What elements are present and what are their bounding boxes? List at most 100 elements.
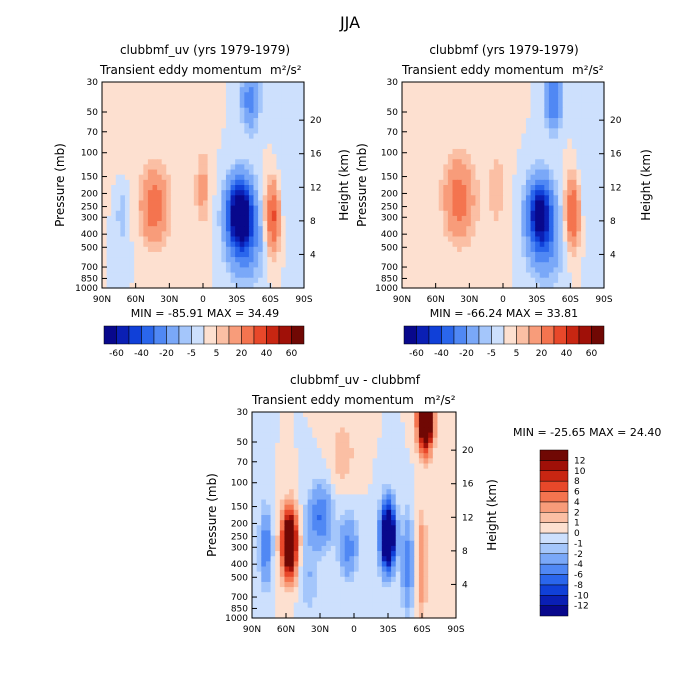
heatmap-cell xyxy=(111,262,117,268)
heatmap-cell xyxy=(335,473,341,480)
heatmap-cell xyxy=(216,112,222,119)
heatmap-cell xyxy=(203,241,209,248)
x-tick-label: 30N xyxy=(460,295,478,305)
heatmap-cell xyxy=(358,494,364,501)
heatmap-cell xyxy=(358,437,364,444)
heatmap-cell xyxy=(198,92,204,99)
heatmap-cell xyxy=(420,82,426,88)
heatmap-cell xyxy=(489,185,495,191)
colorbar-swatch xyxy=(228,325,242,345)
heatmap-cell xyxy=(590,185,596,191)
heatmap-cell xyxy=(411,277,417,284)
heatmap-cell xyxy=(285,118,291,124)
heatmap-cell xyxy=(544,87,550,93)
heatmap-cell xyxy=(270,442,276,449)
heatmap-cell xyxy=(284,540,290,547)
heatmap-cell xyxy=(344,412,350,418)
heatmap-cell xyxy=(535,97,541,104)
heatmap-cell xyxy=(256,561,262,568)
heatmap-cell xyxy=(567,123,573,129)
heatmap-cell xyxy=(225,82,232,88)
heatmap-cell xyxy=(442,453,448,459)
heatmap-cell xyxy=(452,143,458,150)
heatmap-cell xyxy=(299,154,305,160)
heatmap-cell xyxy=(256,417,262,423)
heatmap-cell xyxy=(493,215,500,222)
heatmap-cell xyxy=(244,241,250,248)
heatmap-cell xyxy=(363,499,369,506)
heatmap-cell xyxy=(216,174,222,181)
heatmap-cell xyxy=(239,282,245,289)
heatmap-cell xyxy=(409,556,415,562)
heatmap-cell xyxy=(498,185,504,191)
heatmap-cell xyxy=(498,236,504,243)
heatmap-cell xyxy=(298,453,304,459)
heatmap-cell xyxy=(129,226,135,232)
heatmap-cell xyxy=(442,427,448,434)
heatmap-cell xyxy=(193,179,200,186)
heatmap-cell xyxy=(411,164,417,171)
heatmap-cell xyxy=(276,179,282,186)
heatmap-cell xyxy=(414,422,420,429)
heatmap-cell xyxy=(225,97,232,104)
heatmap-cell xyxy=(377,432,383,439)
heatmap-cell xyxy=(307,442,313,449)
heatmap-cell xyxy=(134,205,140,212)
heatmap-cell xyxy=(143,112,149,119)
heatmap-cell xyxy=(271,102,278,109)
heatmap-cell xyxy=(434,200,440,207)
heatmap-cell xyxy=(395,412,401,418)
heatmap-cell xyxy=(321,478,327,485)
heatmap-cell xyxy=(344,535,350,542)
heatmap-cell xyxy=(111,215,117,222)
heatmap-cell xyxy=(212,210,218,217)
heatmap-cell xyxy=(321,437,327,444)
heatmap-cell xyxy=(239,169,245,176)
heatmap-cell xyxy=(152,138,158,145)
heatmap-cell xyxy=(457,221,463,227)
heatmap-cell xyxy=(562,195,568,202)
heatmap-cell xyxy=(558,87,564,93)
heatmap-cell xyxy=(267,138,273,145)
heatmap-cell xyxy=(402,143,408,150)
heatmap-cell xyxy=(400,463,406,470)
heatmap-cell xyxy=(265,484,272,490)
heatmap-cell xyxy=(475,200,481,207)
heatmap-cell xyxy=(293,478,299,485)
heatmap-cell xyxy=(470,102,477,109)
heatmap-cell xyxy=(484,87,490,93)
heatmap-cell xyxy=(571,185,578,191)
heatmap-cell xyxy=(124,169,131,176)
heatmap-cell xyxy=(244,118,250,124)
heatmap-cell xyxy=(326,535,332,542)
heatmap-cell xyxy=(129,205,135,212)
heatmap-cell xyxy=(548,251,555,258)
heatmap-cell xyxy=(184,272,190,279)
heatmap-cell xyxy=(102,185,108,191)
heatmap-cell xyxy=(484,133,490,140)
heatmap-cell xyxy=(420,107,426,114)
heatmap-cell xyxy=(212,128,218,135)
heatmap-cell xyxy=(434,277,440,284)
heatmap-cell xyxy=(326,561,332,568)
heatmap-cell xyxy=(198,97,204,104)
heatmap-cell xyxy=(443,154,449,160)
heatmap-cell xyxy=(166,262,172,268)
heatmap-cell xyxy=(447,195,454,202)
heatmap-cell xyxy=(558,138,564,145)
heatmap-cell xyxy=(290,205,296,212)
heatmap-cell xyxy=(438,185,444,191)
heatmap-cell xyxy=(267,257,273,263)
heatmap-cell xyxy=(466,205,472,212)
heatmap-cell xyxy=(129,210,135,217)
heatmap-cell xyxy=(349,442,355,449)
heatmap-cell xyxy=(312,545,318,552)
heatmap-cell xyxy=(143,231,149,238)
heatmap-cell xyxy=(138,82,144,88)
heatmap-cell xyxy=(405,535,411,542)
heatmap-cell xyxy=(299,226,305,232)
heatmap-cell xyxy=(189,107,195,114)
heatmap-cell xyxy=(581,143,587,150)
heatmap-cell xyxy=(411,148,417,155)
heatmap-cell xyxy=(470,205,477,212)
